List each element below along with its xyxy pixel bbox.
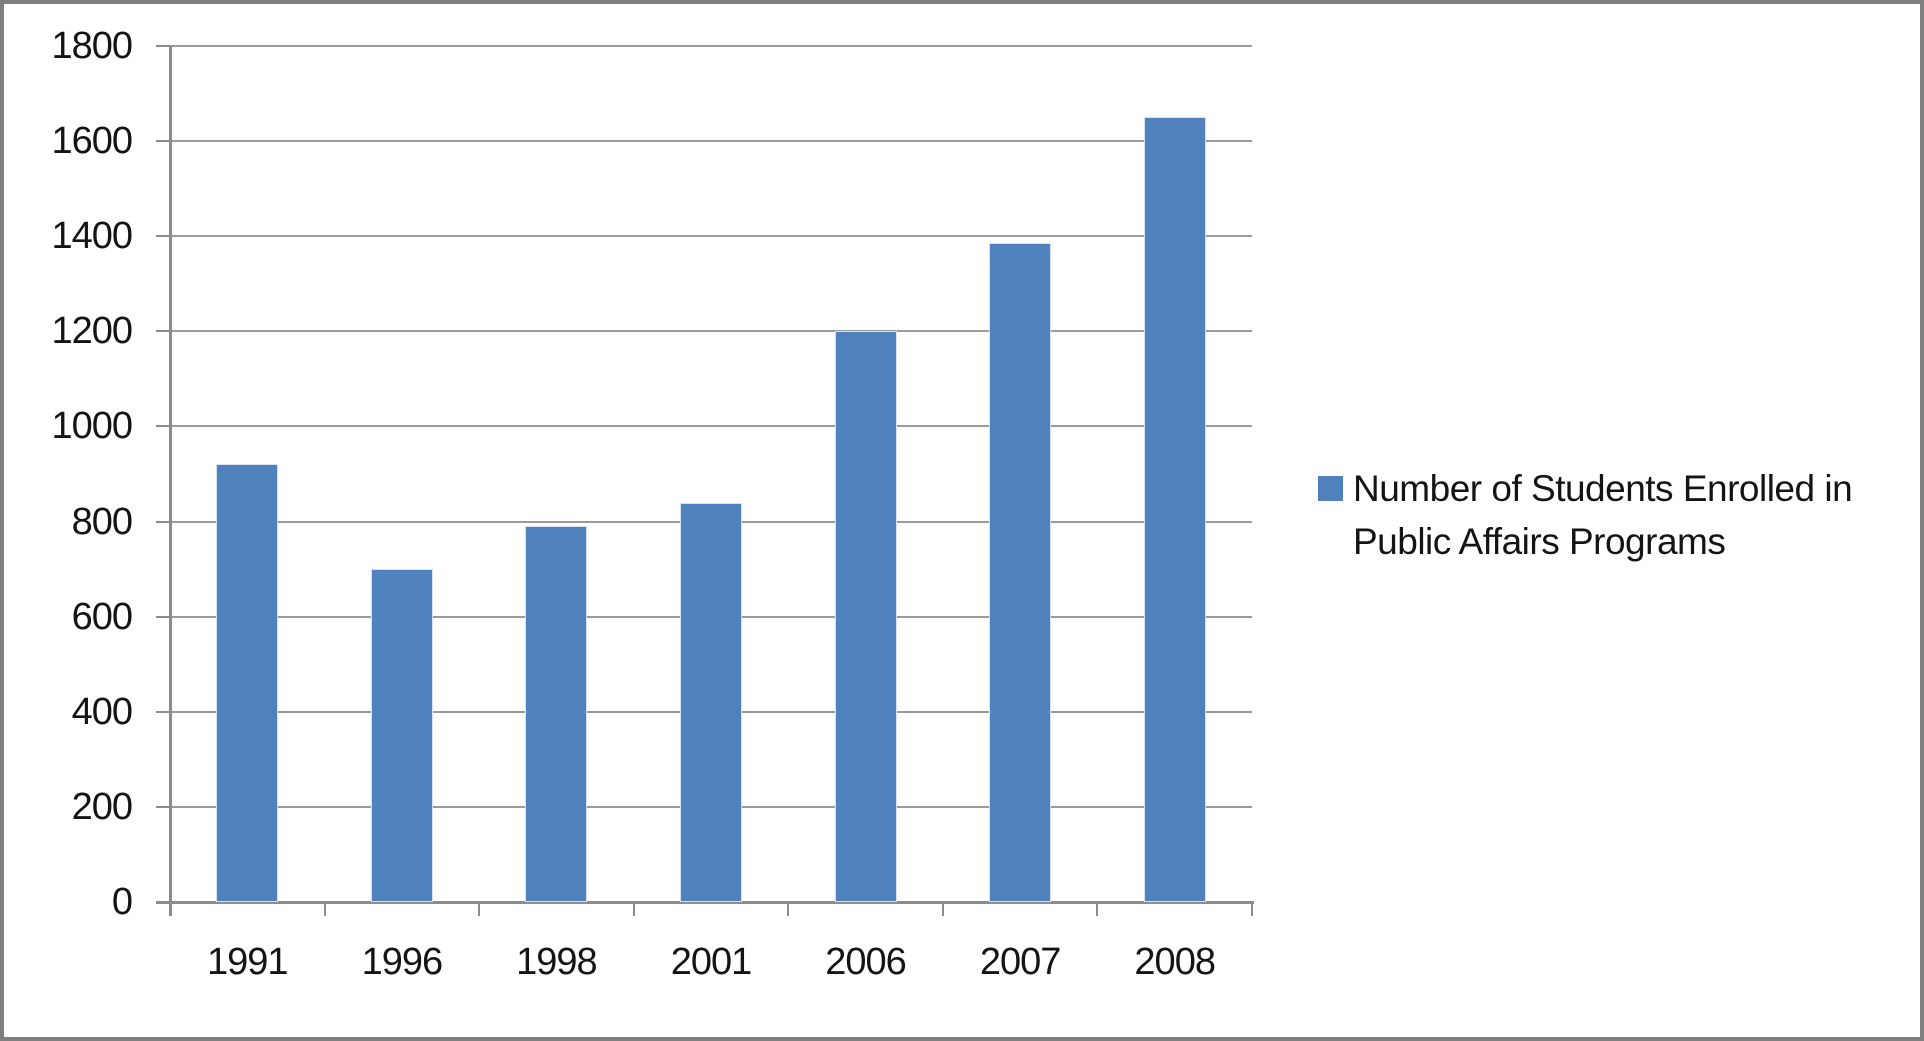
legend-swatch-icon <box>1318 476 1343 501</box>
y-axis-tick-600 <box>156 615 170 618</box>
x-tick-label-1991: 1991 <box>207 941 289 983</box>
x-axis-tick-2 <box>478 902 481 916</box>
y-tick-label-600: 600 <box>71 595 133 638</box>
y-tick-label-1000: 1000 <box>51 405 133 448</box>
gridline-1400 <box>170 235 1252 238</box>
y-tick-label-0: 0 <box>111 881 133 923</box>
y-tick-label-1200: 1200 <box>51 310 133 353</box>
y-tick-label-800: 800 <box>71 500 133 543</box>
bar-2007 <box>989 243 1052 902</box>
x-tick-label-2006: 2006 <box>825 941 907 983</box>
x-axis-tick-4 <box>787 902 790 916</box>
bar-1996 <box>370 569 433 902</box>
gridline-1800 <box>170 45 1252 47</box>
bar-2008 <box>1143 117 1206 902</box>
bar-1998 <box>525 526 588 902</box>
bar-2001 <box>680 502 742 902</box>
legend-label: Number of Students Enrolled in Public Af… <box>1353 468 1853 562</box>
y-axis-line <box>169 46 172 916</box>
y-axis-tick-200 <box>156 805 170 808</box>
gridline-1600 <box>170 140 1252 143</box>
y-axis-tick-1000 <box>156 425 170 428</box>
x-axis-tick-5 <box>941 902 944 916</box>
x-tick-label-2001: 2001 <box>670 941 753 983</box>
y-tick-label-1800: 1800 <box>51 25 133 67</box>
y-tick-label-400: 400 <box>71 690 133 733</box>
gridline-1200 <box>170 330 1252 333</box>
x-tick-label-2008: 2008 <box>1134 941 1216 983</box>
y-tick-label-1400: 1400 <box>51 215 133 258</box>
x-tick-label-2007: 2007 <box>979 941 1062 983</box>
x-axis-tick-7 <box>1251 902 1253 916</box>
x-axis-tick-3 <box>632 902 635 916</box>
legend: Number of Students Enrolled in Public Af… <box>1318 462 1905 568</box>
bar-1991 <box>216 464 279 902</box>
y-axis-tick-1200 <box>156 330 170 333</box>
y-axis-tick-400 <box>156 710 170 713</box>
y-tick-label-1600: 1600 <box>51 120 133 163</box>
y-axis-tick-1400 <box>156 235 170 238</box>
x-tick-label-1996: 1996 <box>361 941 444 983</box>
y-tick-label-200: 200 <box>71 785 133 828</box>
y-axis-tick-1800 <box>156 45 170 47</box>
bar-2006 <box>834 331 897 902</box>
x-tick-label-1998: 1998 <box>516 941 598 983</box>
x-axis-tick-1 <box>323 902 326 916</box>
gridline-1000 <box>170 425 1252 428</box>
y-axis-tick-1600 <box>156 140 170 143</box>
y-axis-tick-800 <box>156 520 170 523</box>
x-axis-line <box>156 901 1254 904</box>
x-axis-tick-6 <box>1096 902 1099 916</box>
